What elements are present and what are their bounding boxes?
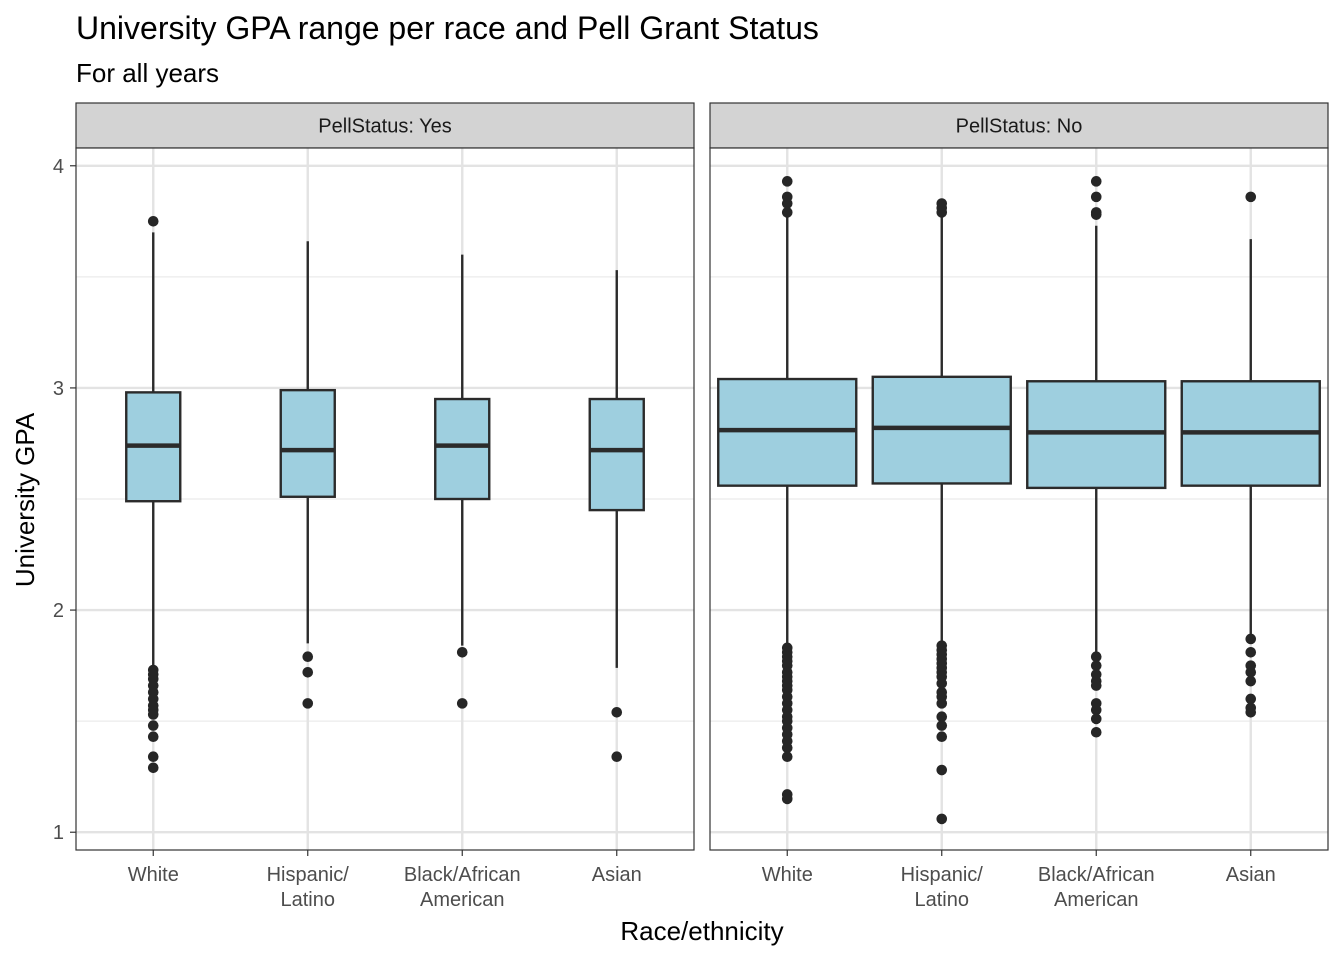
outlier-point: [1245, 191, 1257, 203]
x-tick-label: Hispanic/Latino: [267, 864, 350, 911]
outlier-point: [936, 678, 948, 689]
x-tick-label: White: [128, 864, 179, 886]
outlier-point: [147, 720, 159, 731]
y-tick-label: 4: [53, 156, 64, 178]
box-hispanic: [279, 241, 336, 709]
facet-strip-label: PellStatus: No: [956, 116, 1083, 138]
outlier-point: [936, 207, 948, 218]
outlier-point: [781, 207, 793, 218]
facet-panel: PellStatus: No White Hispanic/Latino Black/…: [709, 102, 1329, 911]
outlier-point: [147, 731, 159, 743]
outlier-point: [147, 762, 159, 774]
x-tick-label: Hispanic/Latino: [901, 864, 984, 911]
box-white: [717, 176, 858, 805]
facet-panel: PellStatus: Yes White Hispanic/Latino Black…: [75, 102, 695, 911]
iqr-box: [588, 397, 645, 512]
box-asian: [588, 270, 645, 762]
outlier-point: [1090, 660, 1102, 671]
panel-border: [709, 147, 1329, 851]
outlier-point: [1245, 693, 1257, 705]
outlier-point: [781, 793, 793, 805]
outlier-point: [781, 742, 793, 754]
facet-strip-label: PellStatus: Yes: [318, 116, 451, 138]
y-axis-title: University GPA: [10, 412, 40, 587]
outlier-point: [147, 709, 159, 720]
outlier-point: [302, 666, 314, 678]
outlier-point: [781, 751, 793, 762]
panel-border: [75, 147, 695, 851]
facet-strip: [709, 102, 1329, 149]
outlier-point: [781, 176, 793, 187]
iqr-box: [279, 388, 336, 498]
box-hispanic: [871, 198, 1012, 825]
outlier-point: [936, 813, 948, 825]
outlier-point: [1090, 651, 1102, 663]
outlier-point: [781, 198, 793, 209]
x-tick-label: Black/African American: [404, 864, 521, 911]
outlier-point: [1090, 176, 1102, 187]
outlier-point: [1090, 209, 1102, 220]
x-tick-label: White: [762, 864, 813, 886]
y-tick-label: 1: [53, 822, 64, 844]
outlier-point: [611, 706, 623, 718]
box-black: [1026, 176, 1167, 738]
outlier-point: [456, 698, 468, 709]
outlier-point: [147, 751, 159, 762]
outlier-point: [936, 711, 948, 723]
iqr-box: [434, 397, 491, 501]
x-tick-label: Black/African American: [1038, 864, 1155, 911]
outlier-point: [1090, 713, 1102, 725]
outlier-point: [147, 216, 159, 227]
outlier-point: [1245, 666, 1257, 678]
outlier-point: [936, 698, 948, 709]
x-tick-label: Asian: [1226, 864, 1276, 886]
outlier-point: [1245, 675, 1257, 687]
outlier-point: [936, 764, 948, 776]
chart-title: University GPA range per race and Pell G…: [76, 10, 819, 46]
outlier-point: [1245, 706, 1257, 718]
outlier-point: [302, 698, 314, 709]
outlier-point: [1245, 646, 1257, 658]
chart-subtitle: For all years: [76, 58, 220, 88]
box-asian: [1180, 191, 1321, 718]
x-axis-title: Race/ethnicity: [620, 916, 783, 946]
outlier-point: [611, 751, 623, 762]
outlier-point: [936, 720, 948, 731]
box-black: [434, 254, 491, 709]
x-tick-label: Asian: [592, 864, 642, 886]
outlier-point: [1245, 633, 1257, 645]
y-tick-label: 3: [53, 378, 64, 400]
outlier-point: [456, 646, 468, 658]
y-tick-label: 2: [53, 600, 64, 622]
box-white: [125, 216, 182, 774]
outlier-point: [1090, 704, 1102, 716]
outlier-point: [1090, 191, 1102, 203]
outlier-point: [1090, 680, 1102, 691]
outlier-point: [936, 731, 948, 743]
outlier-point: [1090, 726, 1102, 738]
outlier-point: [302, 651, 314, 663]
